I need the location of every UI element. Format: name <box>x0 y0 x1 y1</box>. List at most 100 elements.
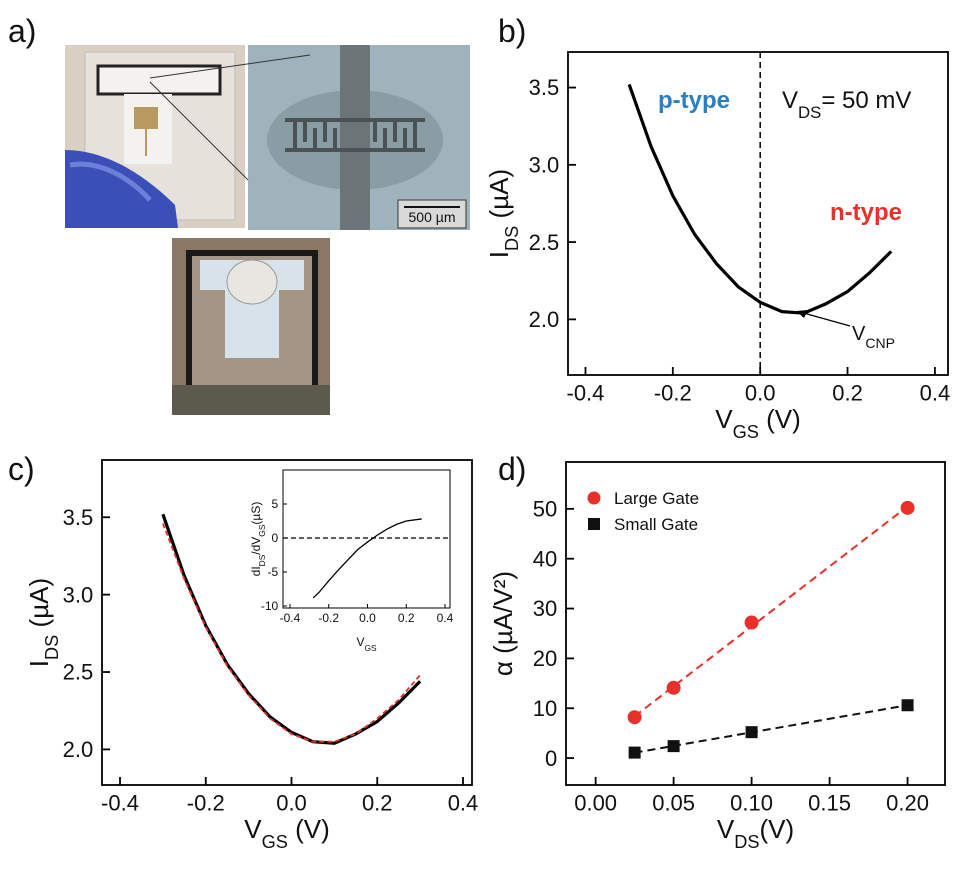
y-tick-label: 5 <box>272 497 279 511</box>
text-part: V <box>782 87 798 114</box>
marker <box>901 699 914 712</box>
legend-label: Large Gate <box>614 489 699 508</box>
x-tick-label: 0.15 <box>808 790 851 815</box>
y-tick-label: 3.0 <box>529 153 560 178</box>
plot-frame <box>101 459 473 786</box>
x-tick-label: 0.2 <box>398 611 415 625</box>
x-tick-label: -0.2 <box>654 380 692 405</box>
panel-label: c) <box>8 451 35 487</box>
text-part: V <box>356 635 364 649</box>
plot-frame <box>567 51 949 376</box>
legend-marker <box>587 491 601 505</box>
x-tick-label: 0.0 <box>359 611 376 625</box>
x-tick-label: 0.0 <box>276 790 307 815</box>
text-part: α (µA/V <box>488 588 518 676</box>
text-part: (µA) <box>24 578 54 635</box>
data-line <box>161 513 422 745</box>
y-tick-label: 0 <box>272 531 279 545</box>
plot-frame <box>282 469 451 609</box>
y-tick-label: 2.0 <box>63 737 94 762</box>
x-tick-label: 0.0 <box>745 380 776 405</box>
photo-device <box>65 45 245 228</box>
inset-background <box>283 470 450 608</box>
legend-marker <box>588 518 600 530</box>
x-tick-label: -0.2 <box>187 790 225 815</box>
y-tick-label: 10 <box>533 696 557 721</box>
marker <box>744 615 759 630</box>
text-part: (V) <box>288 814 330 844</box>
annotation: VDS= 50 mV <box>782 87 911 122</box>
y-axis-label: α (µA/V²) <box>488 571 518 676</box>
x-tick-label: 0.4 <box>920 380 951 405</box>
text-part: n-type <box>830 199 902 226</box>
x-tick-label: -0.4 <box>567 380 605 405</box>
annotation-arrowhead <box>796 310 808 318</box>
subscript: DS <box>502 226 522 251</box>
y-tick-label: 2.5 <box>529 230 560 255</box>
text-part: V <box>852 323 866 345</box>
text-part: V <box>717 814 735 844</box>
text-part: I <box>484 251 514 258</box>
scale-bar-label: 500 µm <box>409 209 456 225</box>
y-axis-label: dIDS/dVGS(µS) <box>249 502 267 577</box>
x-tick-label: 0.10 <box>730 790 773 815</box>
x-tick-label: 0.4 <box>437 611 454 625</box>
text-part: (µS) <box>249 502 263 525</box>
photo-microscope: 500 µm <box>248 45 470 230</box>
marker <box>627 710 642 725</box>
subscript: DS <box>257 554 267 566</box>
y-tick-label: 3.5 <box>529 75 560 100</box>
data-line <box>312 518 422 599</box>
annotation: n-type <box>830 199 902 226</box>
y-tick-label: 3.0 <box>63 582 94 607</box>
zoom-line <box>149 81 249 181</box>
data-line <box>162 523 421 743</box>
annotation: VCNP <box>852 323 895 351</box>
subscript: GS <box>262 832 288 852</box>
y-tick-label: 2.0 <box>529 307 560 332</box>
photo-packaged <box>172 238 330 415</box>
y-tick-label: 50 <box>533 497 557 522</box>
x-tick-label: 0.2 <box>362 790 393 815</box>
x-tick-label: -0.4 <box>280 611 301 625</box>
data-line <box>627 83 893 315</box>
x-axis-label: VDS(V) <box>717 814 794 852</box>
text-part: p-type <box>658 87 730 114</box>
text-part: (V) <box>759 814 794 844</box>
plot-frame <box>565 461 946 786</box>
marker <box>745 726 758 739</box>
zoom-line <box>149 54 311 79</box>
x-axis-label: VGS (V) <box>715 404 801 442</box>
text-part: V <box>244 814 262 844</box>
y-tick-label: 40 <box>533 546 557 571</box>
y-tick-label: 0 <box>545 746 557 771</box>
panel-label: b) <box>498 13 526 49</box>
marker <box>900 500 915 515</box>
subscript: DS <box>42 635 62 660</box>
x-tick-label: -0.4 <box>101 790 139 815</box>
annotation-arrow <box>799 311 851 327</box>
subscript: DS <box>798 103 821 122</box>
y-tick-label: 30 <box>533 596 557 621</box>
text-part: (µA) <box>484 169 514 226</box>
y-axis-label: IDS (µA) <box>24 578 62 667</box>
fit-line <box>634 505 909 718</box>
subscript: GS <box>733 422 759 442</box>
marker <box>666 680 681 695</box>
x-tick-label: 0.05 <box>652 790 695 815</box>
y-tick-label: 2.5 <box>63 660 94 685</box>
x-axis-label: VGS <box>356 635 377 653</box>
text-part: V <box>715 404 733 434</box>
x-tick-label: 0.00 <box>574 790 617 815</box>
y-tick-label: 20 <box>533 646 557 671</box>
panel-label: a) <box>8 13 36 49</box>
text-part: I <box>24 660 54 667</box>
panel-label: d) <box>498 451 526 487</box>
text-part: = 50 mV <box>821 87 911 114</box>
y-tick-label: -5 <box>268 565 279 579</box>
subscript: CNP <box>865 335 895 351</box>
marker <box>667 740 680 753</box>
marker <box>628 746 641 759</box>
